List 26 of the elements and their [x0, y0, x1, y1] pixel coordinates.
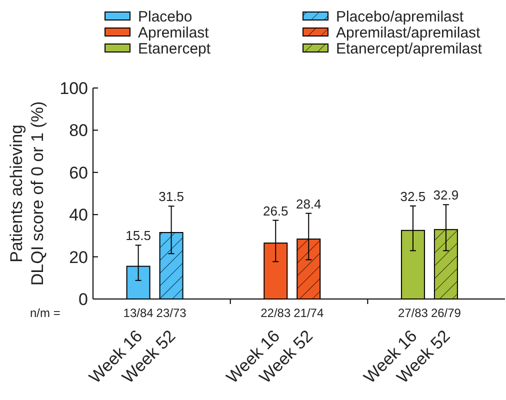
data-label: 26.5	[262, 203, 288, 218]
y-axis-title: Patients achieving DLQI score of 0 or 1 (%)	[7, 101, 47, 286]
y-tick-label: 0	[78, 290, 88, 309]
data-label: 31.5	[158, 189, 184, 204]
legend-label: Placebo/apremilast	[336, 8, 464, 26]
y-tick-label: 60	[69, 163, 88, 182]
text: 26/79	[430, 306, 462, 320]
legend-label: Apremilast/apremilast	[336, 24, 482, 42]
text: 27/83	[398, 306, 428, 320]
legend-label: Etanercept	[138, 40, 212, 58]
text: n/m =	[30, 306, 60, 320]
data-label: 28.4	[296, 196, 322, 212]
y-tick-label: 80	[69, 121, 88, 140]
y-tick-label: 40	[69, 206, 88, 225]
y-tick-label: 20	[69, 248, 88, 267]
y-tick-label: 100	[60, 78, 88, 98]
legend-label: Apremilast	[138, 24, 210, 42]
text: 23/73	[156, 306, 187, 320]
text: 22/83	[260, 306, 291, 320]
data-label: 15.5	[126, 228, 151, 244]
data-label: 32.9	[433, 188, 459, 203]
text: 21/74	[294, 306, 324, 320]
data-label: 32.5	[400, 188, 426, 204]
text: 13/84	[123, 306, 154, 320]
legend-label: Placebo	[138, 8, 192, 26]
legend-label: Etanercept/apremilast	[336, 40, 483, 58]
